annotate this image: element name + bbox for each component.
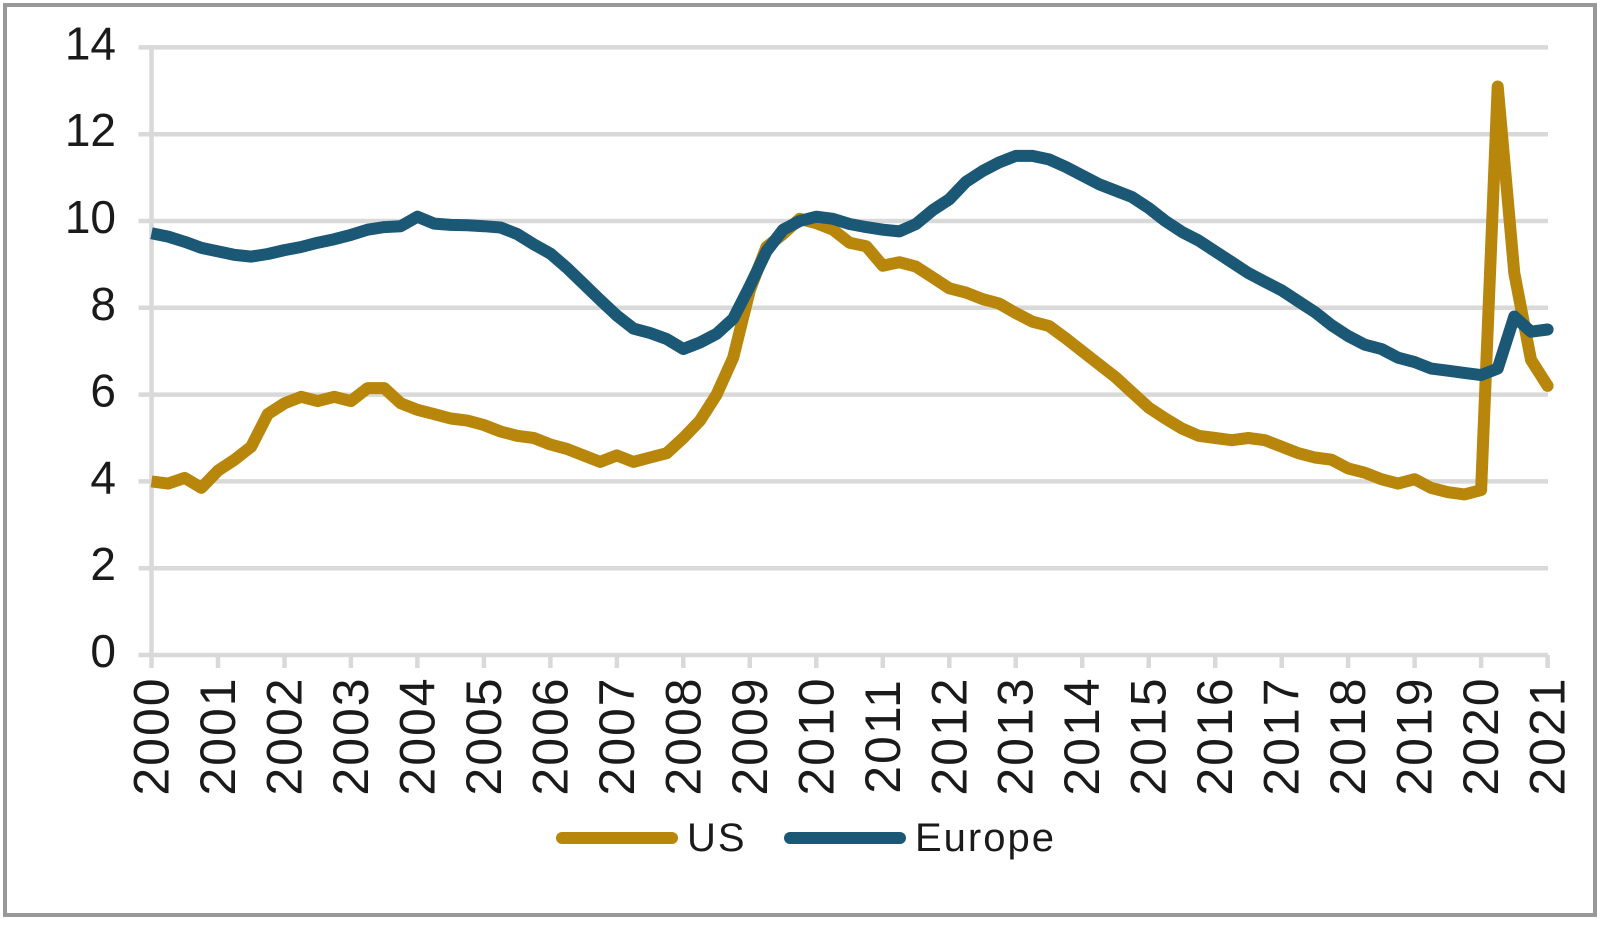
svg-text:2012: 2012 — [921, 676, 977, 795]
svg-text:2000: 2000 — [124, 676, 180, 795]
svg-text:2004: 2004 — [389, 676, 445, 795]
svg-text:2013: 2013 — [988, 676, 1044, 795]
svg-text:2009: 2009 — [722, 676, 778, 795]
svg-text:2021: 2021 — [1520, 676, 1576, 795]
svg-text:2017: 2017 — [1254, 676, 1310, 795]
svg-text:2003: 2003 — [323, 676, 379, 795]
svg-text:2002: 2002 — [257, 676, 313, 795]
svg-text:6: 6 — [90, 365, 116, 417]
svg-text:2006: 2006 — [522, 676, 578, 795]
svg-text:2001: 2001 — [190, 676, 246, 795]
svg-text:0: 0 — [90, 625, 116, 677]
svg-text:2016: 2016 — [1187, 676, 1243, 795]
svg-text:2007: 2007 — [589, 676, 645, 795]
svg-text:US: US — [687, 816, 747, 860]
svg-text:2011: 2011 — [855, 678, 911, 794]
svg-text:2: 2 — [90, 538, 116, 590]
svg-text:14: 14 — [65, 17, 116, 69]
svg-text:2014: 2014 — [1054, 676, 1110, 795]
svg-text:2015: 2015 — [1121, 676, 1177, 795]
svg-text:2018: 2018 — [1320, 676, 1376, 795]
svg-text:2020: 2020 — [1453, 676, 1509, 795]
svg-text:10: 10 — [65, 191, 116, 243]
svg-text:2008: 2008 — [655, 676, 711, 795]
svg-text:Europe: Europe — [915, 816, 1056, 860]
svg-text:2005: 2005 — [456, 676, 512, 795]
svg-text:12: 12 — [65, 104, 116, 156]
svg-text:2019: 2019 — [1387, 676, 1443, 795]
svg-text:2010: 2010 — [788, 676, 844, 795]
svg-text:8: 8 — [90, 278, 116, 330]
svg-text:4: 4 — [90, 451, 116, 503]
